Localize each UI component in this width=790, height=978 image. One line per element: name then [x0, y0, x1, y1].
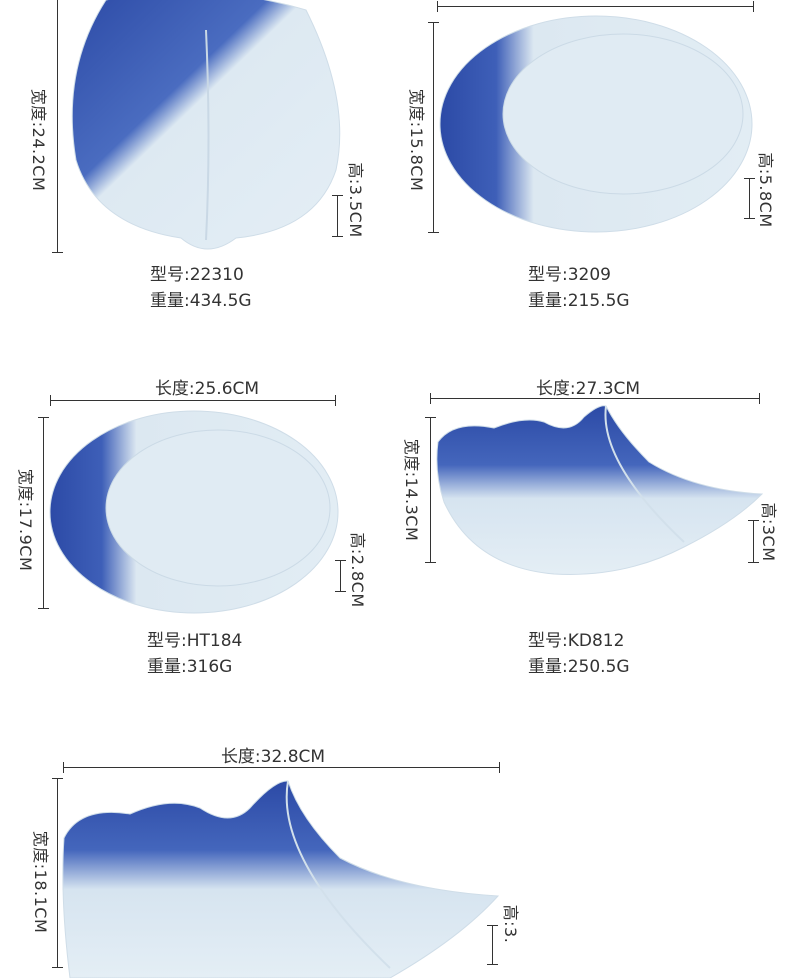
length-dimension-line — [50, 395, 336, 406]
height-dimension-line — [332, 195, 343, 237]
height-label: 高:3. — [501, 904, 520, 944]
height-label: 高:3.5CM — [346, 162, 365, 238]
height-dimension-line — [487, 925, 498, 965]
height-dimension-line — [335, 560, 346, 592]
oval-bowl-image — [439, 15, 753, 233]
width-dimension-line — [428, 22, 439, 233]
oval-plate-image — [49, 410, 339, 614]
model-number: 型号:22310 — [150, 265, 244, 285]
width-dimension-line — [52, 0, 63, 253]
weight: 重量:434.5G — [150, 291, 252, 311]
wave-dish-image — [436, 405, 764, 575]
weight: 重量:316G — [147, 657, 233, 677]
width-dimension-line — [425, 417, 436, 563]
width-label: 宽度:14.3CM — [402, 438, 421, 542]
length-dimension-line — [437, 1, 754, 12]
length-dimension-line — [430, 393, 760, 404]
length-label: 长度:25.6CM — [154, 379, 260, 399]
length-label: 长度:32.8CM — [220, 747, 326, 767]
weight: 重量:250.5G — [528, 657, 630, 677]
model-number: 型号:KD812 — [528, 631, 625, 651]
wave-dish-image — [62, 780, 500, 978]
width-label: 宽度:24.2CM — [29, 88, 48, 192]
leaf-plate-image — [71, 0, 341, 250]
height-dimension-line — [748, 520, 759, 563]
model-number: 型号:HT184 — [147, 631, 243, 651]
width-label: 宽度:17.9CM — [16, 468, 35, 572]
weight: 重量:215.5G — [528, 291, 630, 311]
height-label: 高:2.8CM — [348, 532, 367, 608]
model-number: 型号:3209 — [528, 265, 611, 285]
width-label: 宽度:18.1CM — [31, 830, 50, 934]
height-label: 高:5.8CM — [756, 152, 775, 228]
height-label: 高:3CM — [759, 502, 778, 562]
width-dimension-line — [38, 417, 49, 609]
width-dimension-line — [52, 778, 63, 968]
length-label: 长度:27.3CM — [535, 379, 641, 399]
width-label: 宽度:15.8CM — [407, 88, 426, 192]
height-dimension-line — [744, 178, 755, 219]
length-dimension-line — [63, 762, 500, 773]
